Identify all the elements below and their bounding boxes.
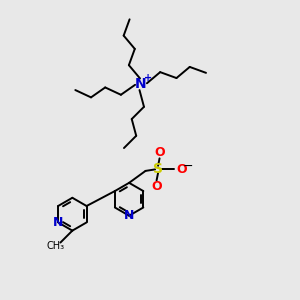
Text: O: O <box>177 163 187 176</box>
Text: −: − <box>182 160 193 173</box>
Text: +: + <box>143 73 152 83</box>
Text: O: O <box>154 146 165 159</box>
Text: O: O <box>151 180 162 193</box>
Text: S: S <box>153 162 163 176</box>
Text: N: N <box>53 216 63 229</box>
Text: N: N <box>124 209 134 222</box>
Text: N: N <box>135 77 147 91</box>
Text: CH₃: CH₃ <box>47 241 65 251</box>
